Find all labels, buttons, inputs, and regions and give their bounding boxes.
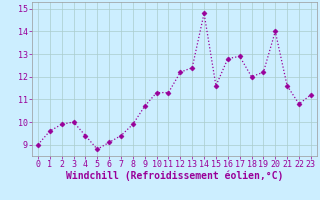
X-axis label: Windchill (Refroidissement éolien,°C): Windchill (Refroidissement éolien,°C) — [66, 171, 283, 181]
